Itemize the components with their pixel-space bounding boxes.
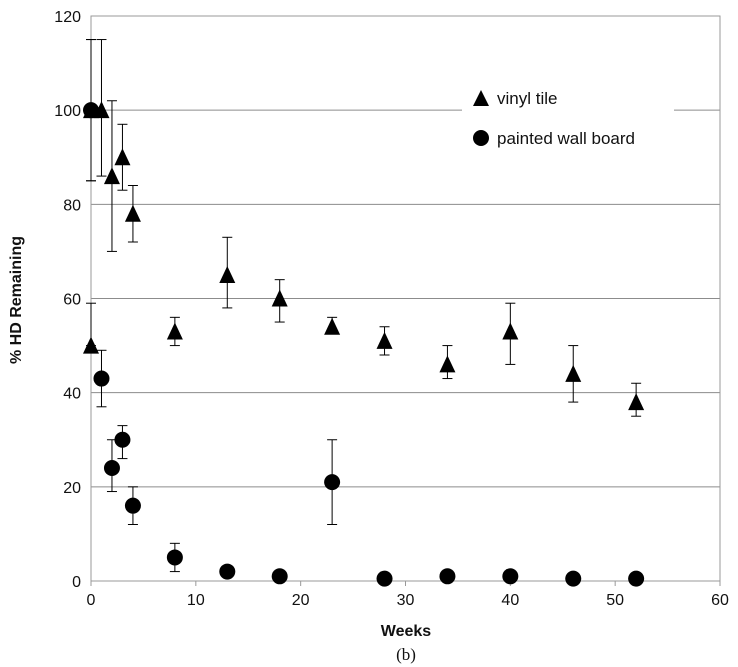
data-point-triangle	[565, 364, 582, 382]
x-tick-label: 20	[292, 592, 310, 609]
y-tick-label: 100	[54, 103, 81, 120]
data-point-triangle	[124, 204, 141, 222]
data-point-triangle	[103, 167, 120, 185]
data-point-circle	[103, 460, 120, 476]
y-tick-label: 60	[63, 292, 81, 309]
data-point-circle	[565, 570, 582, 587]
y-tick-label: 0	[72, 574, 81, 591]
data-series	[83, 39, 645, 587]
x-tick-label: 10	[187, 592, 205, 609]
x-axis-ticks: 0 10 20 30 40 50 60	[87, 581, 729, 609]
data-point-circle	[376, 570, 393, 587]
data-point-triangle	[376, 331, 393, 349]
y-tick-label: 40	[63, 386, 81, 403]
figure-caption: (b)	[396, 645, 416, 664]
data-point-circle	[439, 568, 456, 585]
y-tick-label: 120	[54, 9, 81, 26]
legend-triangle-marker	[473, 90, 489, 106]
data-point-circle	[114, 431, 131, 448]
data-point-triangle	[271, 289, 288, 307]
data-point-circle	[628, 570, 645, 587]
y-tick-label: 20	[63, 480, 81, 497]
x-tick-label: 40	[501, 592, 519, 609]
data-point-triangle	[439, 355, 456, 373]
x-axis-title: Weeks	[381, 623, 432, 640]
data-point-circle	[166, 549, 183, 566]
x-tick-label: 0	[87, 592, 96, 609]
data-point-circle	[271, 568, 288, 585]
series-painted-wall-board	[83, 39, 645, 587]
legend-label-vinyl-tile: vinyl tile	[497, 89, 557, 108]
data-point-triangle	[628, 393, 645, 411]
x-tick-label: 60	[711, 592, 729, 609]
data-point-circle	[502, 568, 519, 585]
legend-circle-marker	[473, 130, 489, 146]
data-point-triangle	[219, 265, 236, 283]
legend-label-painted-wall-board: painted wall board	[497, 129, 635, 148]
data-point-triangle	[502, 322, 519, 340]
data-point-triangle	[114, 148, 131, 166]
data-point-circle	[219, 563, 236, 580]
data-point-triangle	[83, 336, 99, 354]
data-point-circle	[124, 497, 141, 514]
data-point-circle	[83, 102, 99, 119]
legend: vinyl tile painted wall board	[473, 89, 635, 148]
legend-background	[462, 78, 674, 174]
y-axis-title: % HD Remaining	[8, 236, 25, 364]
x-tick-label: 50	[606, 592, 624, 609]
data-point-triangle	[324, 317, 341, 335]
data-point-triangle	[166, 322, 183, 340]
data-point-circle	[324, 474, 341, 491]
y-tick-label: 80	[63, 197, 81, 214]
y-axis-ticks: 0 20 40 60 80 100 120	[54, 9, 81, 591]
x-tick-label: 30	[397, 592, 415, 609]
data-point-circle	[93, 370, 110, 387]
